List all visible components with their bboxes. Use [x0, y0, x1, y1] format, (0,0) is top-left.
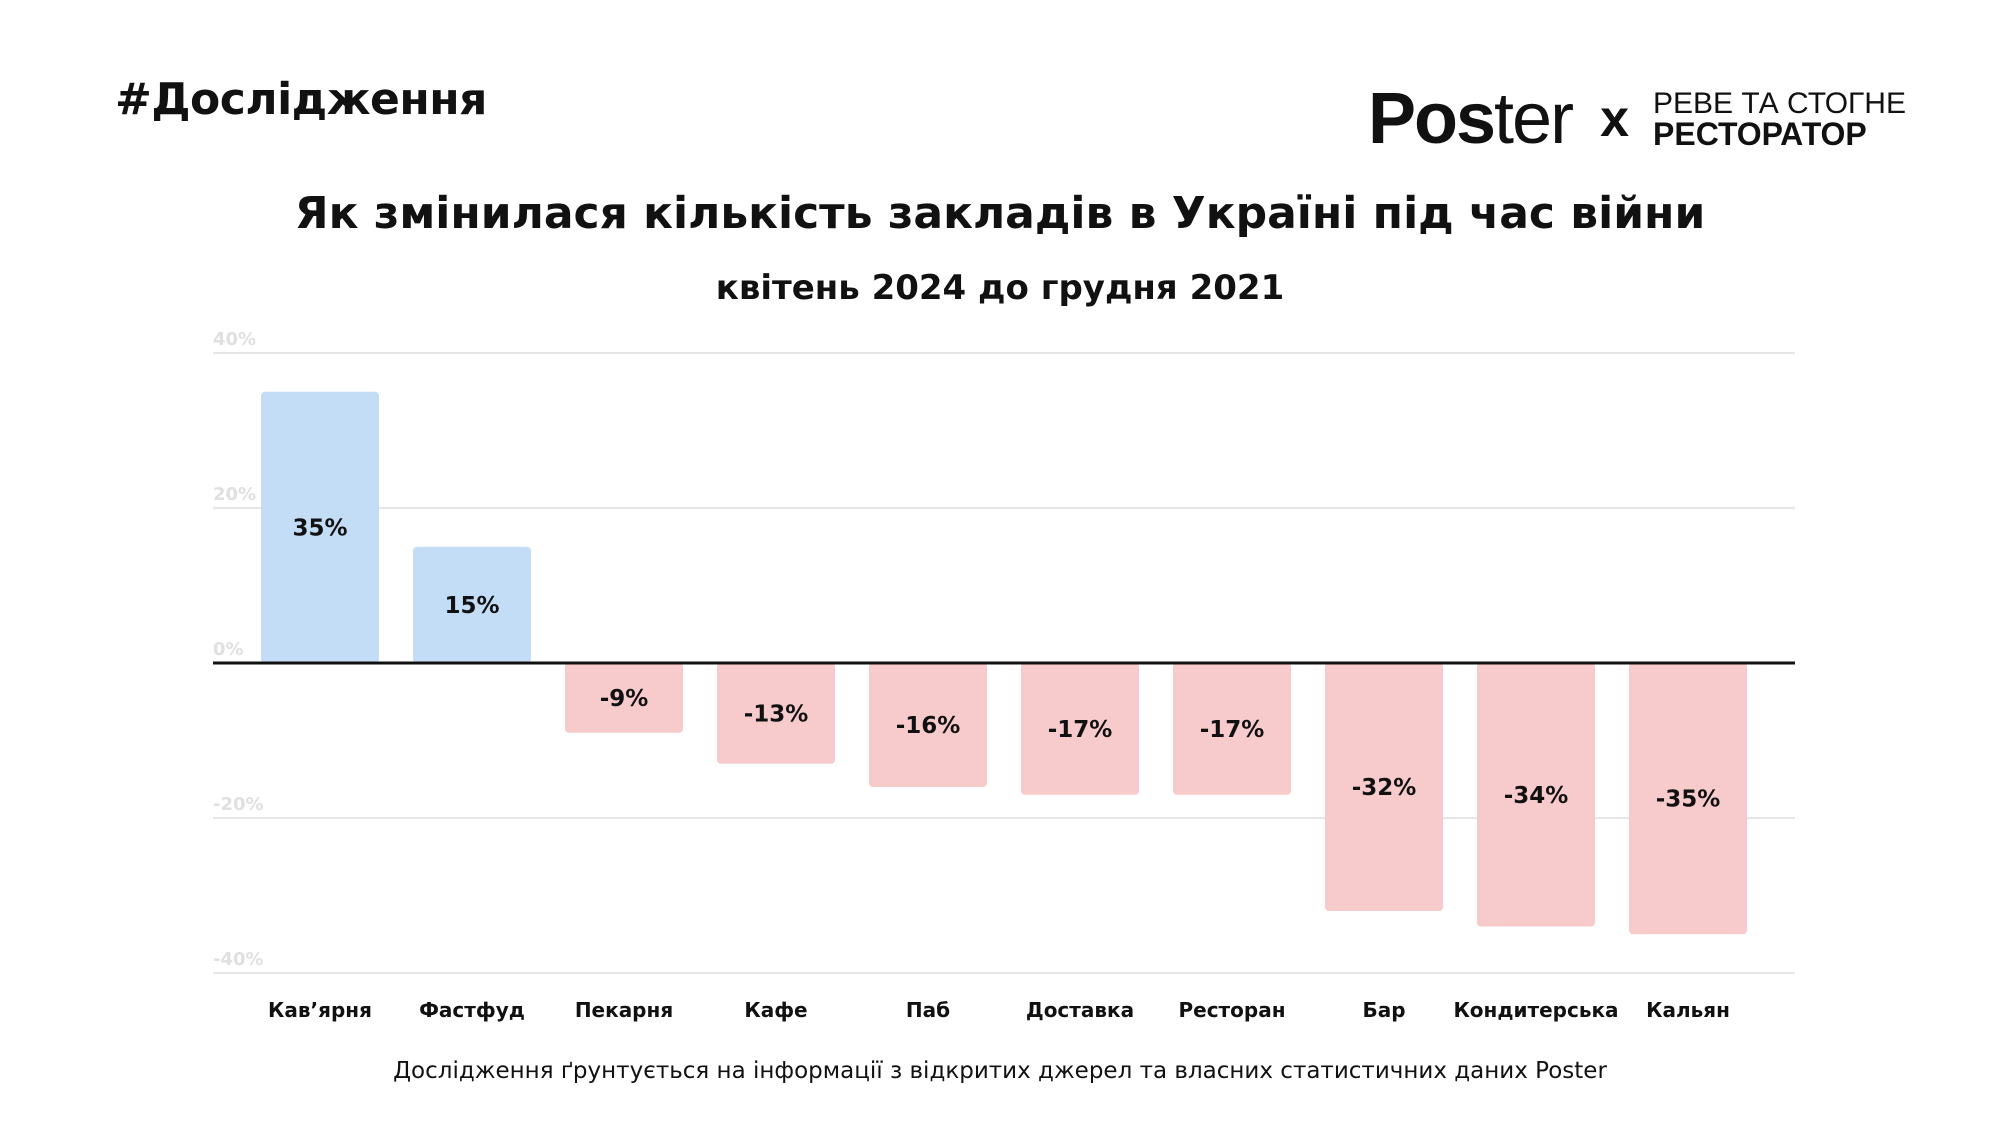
- bar-value-label: -32%: [1352, 775, 1417, 801]
- x-category-label: Фастфуд: [419, 998, 525, 1022]
- bar: [1477, 663, 1595, 927]
- bar: [1021, 663, 1139, 795]
- y-tick-label: 40%: [213, 329, 256, 350]
- x-category-label: Пекарня: [575, 998, 673, 1022]
- bar: [1325, 663, 1443, 911]
- x-category-label: Доставка: [1026, 998, 1134, 1022]
- chart-title: Як змінилася кількість закладів в Україн…: [294, 188, 1706, 239]
- x-category-label: Паб: [906, 998, 950, 1022]
- x-category-label: Кальян: [1646, 998, 1730, 1022]
- x-category-label: Кондитерська: [1453, 998, 1618, 1022]
- x-category-label: Ресторан: [1178, 998, 1285, 1022]
- poster-logo: Poster: [1368, 79, 1574, 159]
- x-category-label: Кафе: [744, 998, 807, 1022]
- bar-value-label: -9%: [600, 686, 649, 712]
- footnote: Дослідження ґрунтується на інформації з …: [393, 1058, 1607, 1084]
- hashtag-heading: #Дослідження: [115, 74, 487, 125]
- bar-value-label: -35%: [1656, 787, 1721, 813]
- bar-value-label: -34%: [1504, 783, 1569, 809]
- y-tick-label: 0%: [213, 639, 244, 660]
- logo-separator: x: [1600, 90, 1629, 148]
- bar-value-label: -13%: [744, 701, 809, 727]
- chart-subtitle: квітень 2024 до грудня 2021: [715, 268, 1285, 308]
- bar: [1173, 663, 1291, 795]
- bar: [413, 546, 531, 663]
- x-category-label: Кав’ярня: [268, 998, 372, 1022]
- y-tick-label: -40%: [213, 949, 264, 970]
- partner-logo: РЕВЕ ТА СТОГНЕ РЕСТОРАТОР: [1653, 87, 1906, 152]
- x-category-label: Бар: [1362, 998, 1405, 1022]
- bar: [261, 391, 379, 663]
- bar: [717, 663, 835, 764]
- y-tick-label: -20%: [213, 794, 264, 815]
- bar-value-label: -17%: [1048, 717, 1113, 743]
- bar-value-label: -16%: [896, 713, 961, 739]
- bar-value-label: 35%: [292, 515, 347, 541]
- y-tick-label: 20%: [213, 484, 256, 505]
- bar-value-label: -17%: [1200, 717, 1265, 743]
- bar-value-label: 15%: [444, 593, 499, 619]
- poster-x-restorator-logo: Poster x РЕВЕ ТА СТОГНЕ РЕСТОРАТОР: [1368, 78, 1906, 160]
- bar: [565, 663, 683, 733]
- bar: [1629, 663, 1747, 935]
- bar: [869, 663, 987, 787]
